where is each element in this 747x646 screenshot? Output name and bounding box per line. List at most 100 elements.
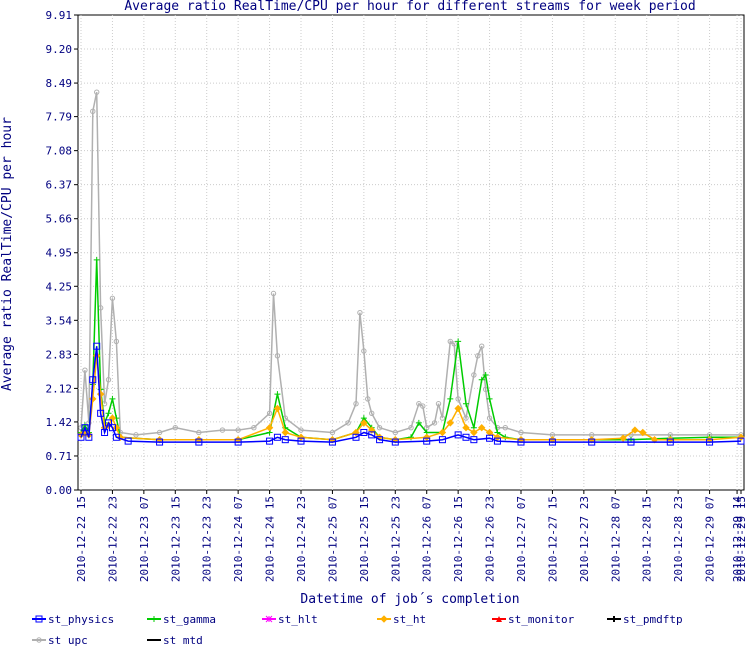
y-tick-label: 4.25 <box>46 280 73 293</box>
x-tick-label: 2010-12-25 07 <box>326 496 339 582</box>
x-tick-label: 2010-12-29 07 <box>704 496 717 582</box>
data-point <box>365 396 371 402</box>
x-ticks: 2010-12-22 15 2010-12-22 23 2010-12-23 07 2… <box>75 490 747 582</box>
x-tick-label: 2010-12-24 23 <box>295 496 308 582</box>
data-point <box>156 438 164 446</box>
legend-marker <box>151 616 157 622</box>
legend-label: st_hlt <box>278 613 318 626</box>
series-line-st_gamma <box>80 259 741 441</box>
data-point <box>85 433 93 441</box>
y-ticks: 0.00 0.71 1.42 2.12 2.83 3.54 4.25 4.95 5.66 6.37… <box>46 9 78 497</box>
legend-label: st_mtd <box>163 634 203 646</box>
data-point <box>298 427 304 433</box>
data-point <box>369 410 375 417</box>
data-point <box>588 438 596 446</box>
data-point <box>195 438 203 446</box>
legend-item-st_ht: st_ht <box>377 613 426 626</box>
data-point <box>471 372 477 378</box>
data-point <box>105 410 112 417</box>
series-line-st_physics <box>80 346 742 443</box>
data-point <box>273 404 282 413</box>
data-point <box>486 415 493 421</box>
data-point <box>706 438 714 446</box>
data-point <box>455 396 461 402</box>
y-axis-label: Average ratio RealTime/CPU per hour <box>0 117 15 391</box>
data-point <box>478 423 486 432</box>
data-point <box>105 419 112 427</box>
data-point <box>156 429 163 436</box>
data-point <box>93 342 101 350</box>
data-point <box>737 433 745 441</box>
data-point <box>639 428 647 437</box>
data-point <box>631 426 639 434</box>
series-line-st_upc <box>80 92 741 436</box>
x-tick-label: 2010-12-26 23 <box>484 496 497 582</box>
data-point <box>439 415 446 421</box>
data-point <box>101 428 109 436</box>
legend-item-st_monitor: st_monitor <box>492 613 575 626</box>
legend-marker <box>611 616 617 622</box>
legend-marker <box>380 615 388 623</box>
legend-marker <box>265 615 273 623</box>
y-tick-label: 0.71 <box>46 450 73 463</box>
data-point <box>475 353 481 359</box>
y-tick-label: 2.83 <box>46 348 73 361</box>
data-point <box>328 438 336 446</box>
data-point <box>274 391 281 398</box>
data-point <box>415 419 422 426</box>
legend-label: st_monitor <box>508 613 575 626</box>
data-point <box>737 437 745 445</box>
x-tick-label: 2010-12-25 15 <box>358 496 371 582</box>
legend-item-st_mtd: st_mtd <box>147 634 203 646</box>
series-st_upc <box>78 89 744 438</box>
data-point <box>266 410 273 417</box>
x-tick-label: 2010-12-28 15 <box>641 496 654 582</box>
data-point <box>392 429 398 436</box>
data-point <box>172 424 178 431</box>
x-tick-label: 2010-12-28 23 <box>672 496 685 582</box>
data-point <box>420 403 426 409</box>
x-tick-label: 2010-12-22 15 <box>75 496 88 582</box>
data-point <box>462 433 470 441</box>
legend-label: st_gamma <box>163 613 216 626</box>
data-point <box>297 437 305 445</box>
data-point <box>234 438 242 446</box>
y-tick-label: 0.00 <box>46 484 73 497</box>
data-point <box>105 377 112 383</box>
data-point <box>470 436 478 444</box>
x-tick-label: 2010-12-23 07 <box>138 496 151 582</box>
x-tick-label: 2010-12-24 15 <box>264 496 277 582</box>
legend-label: st_pmdftp <box>623 613 683 626</box>
data-point <box>357 309 363 316</box>
data-point <box>93 256 100 263</box>
y-tick-label: 8.49 <box>46 77 73 90</box>
data-point <box>81 424 89 432</box>
data-point <box>90 108 96 115</box>
data-point <box>266 437 274 445</box>
data-point <box>112 433 120 441</box>
data-point <box>94 89 100 95</box>
y-tick-label: 9.91 <box>46 9 73 22</box>
chart-title: Average ratio RealTime/CPU per hour for … <box>124 0 695 14</box>
x-tick-label: 2010-12-27 07 <box>515 496 528 582</box>
data-point <box>482 371 489 378</box>
data-point <box>451 341 457 347</box>
data-point <box>251 424 257 431</box>
legend-item-st_upc: st_upc <box>32 634 88 646</box>
data-point <box>113 338 120 345</box>
data-point <box>265 423 274 432</box>
data-point <box>416 401 422 407</box>
data-point <box>619 434 627 442</box>
data-point <box>548 438 556 446</box>
data-point <box>109 295 116 301</box>
data-point <box>109 395 116 402</box>
data-point <box>502 424 508 431</box>
data-point <box>438 428 447 437</box>
x-tick-label: 2010-12-29 15 <box>735 496 747 582</box>
data-point <box>455 338 462 345</box>
data-point <box>235 427 241 433</box>
y-tick-label: 7.08 <box>46 145 73 158</box>
data-point <box>462 423 470 432</box>
data-point <box>273 433 281 441</box>
